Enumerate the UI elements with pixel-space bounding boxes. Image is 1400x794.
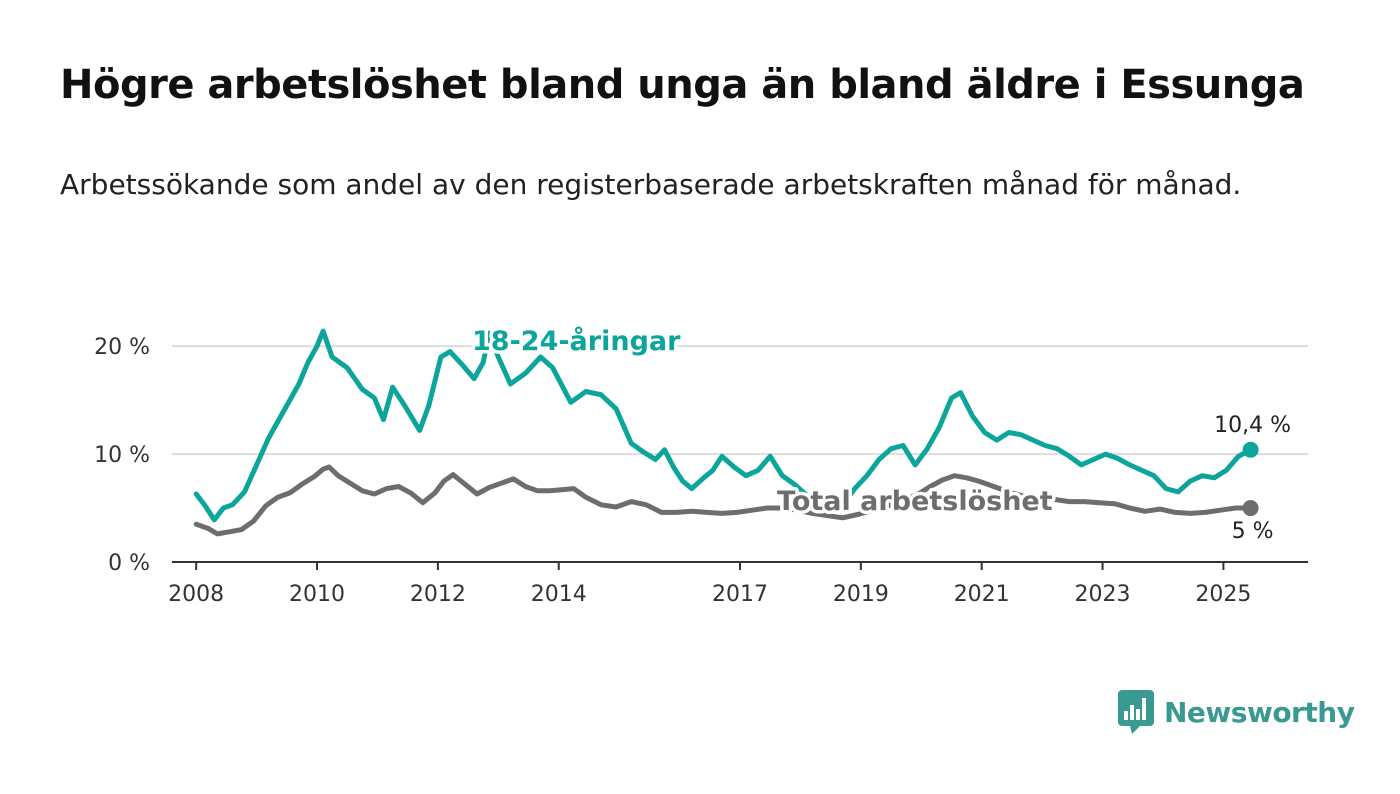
line-chart: 0 % 10 % 20 % 2008 2010 2012 2014 2017 2019 2021… <box>94 322 1308 607</box>
x-tick-label: 2019 <box>833 582 889 607</box>
x-tick-label: 2025 <box>1195 582 1251 607</box>
series-lines <box>193 328 1259 537</box>
end-value-youth: 10,4 % <box>1214 413 1291 438</box>
bar-chart-logo-icon <box>1118 690 1154 734</box>
series-labels: 18-24-åringar Total arbetslöshet 10,4 % 5 % <box>469 322 1294 547</box>
x-tick-label: 2017 <box>712 582 768 607</box>
y-axis-tick-labels: 0 % 10 % 20 % <box>94 335 150 576</box>
x-tick-label: 2010 <box>289 582 345 607</box>
series-end-point <box>1242 441 1259 458</box>
series-end-point <box>1242 500 1259 517</box>
y-tick-label: 20 % <box>94 335 150 360</box>
chart-subtitle: Arbetssökande som andel av den registerb… <box>60 168 1242 201</box>
series-line <box>193 464 1254 537</box>
x-tick-label: 2008 <box>168 582 224 607</box>
x-tick-label: 2012 <box>410 582 466 607</box>
x-tick-label: 2014 <box>531 582 587 607</box>
series-label-youth: 18-24-åringar <box>472 325 681 357</box>
series-label-total: Total arbetslöshet <box>777 486 1053 517</box>
newsworthy-brand: Newsworthy <box>1118 690 1355 734</box>
x-axis-tick-labels: 2008 2010 2012 2014 2017 2019 2021 2023 2025 <box>168 562 1251 607</box>
end-value-total: 5 % <box>1232 519 1274 544</box>
x-tick-label: 2023 <box>1075 582 1131 607</box>
brand-name: Newsworthy <box>1164 695 1355 729</box>
gridlines <box>172 345 1308 456</box>
y-tick-label: 10 % <box>94 443 150 468</box>
chart-title: Högre arbetslöshet bland unga än bland ä… <box>60 62 1305 108</box>
x-tick-label: 2021 <box>954 582 1010 607</box>
y-tick-label: 0 % <box>108 551 150 576</box>
series-line <box>193 328 1254 523</box>
